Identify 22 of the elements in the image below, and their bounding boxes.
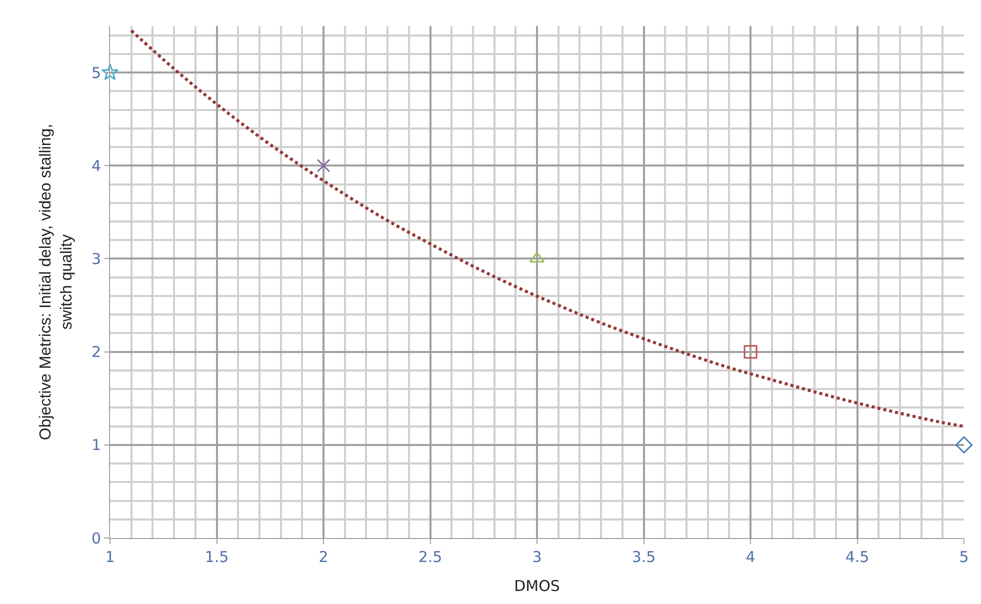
y-tick-label: 2 <box>91 343 101 362</box>
x-tick-label: 5 <box>959 548 969 566</box>
x-tick-label: 1 <box>105 548 115 566</box>
y-tick-label: 0 <box>91 529 101 548</box>
point <box>744 345 758 359</box>
x-tick-label: 3.5 <box>632 548 656 566</box>
point <box>101 63 119 80</box>
x-tick-label: 4 <box>746 548 756 566</box>
x-tick-label: 2.5 <box>418 548 442 566</box>
y-axis-title: Objective Metrics: Initial delay, video stalling, switch quality <box>38 124 76 440</box>
point <box>955 436 973 454</box>
x-tick-label: 2 <box>318 548 328 566</box>
line-series <box>130 29 964 428</box>
x-tick-label: 4.5 <box>845 548 870 566</box>
x-tick-label: 1.5 <box>204 548 229 566</box>
y-tick-label: 4 <box>91 156 101 175</box>
y-tick-label: 1 <box>91 436 101 454</box>
y-tick-label: 5 <box>91 64 101 82</box>
point <box>316 158 330 172</box>
x-tick-label: 3 <box>532 548 542 566</box>
x-axis-title: DMOS <box>514 577 560 595</box>
y-tick-label: 3 <box>91 250 101 268</box>
